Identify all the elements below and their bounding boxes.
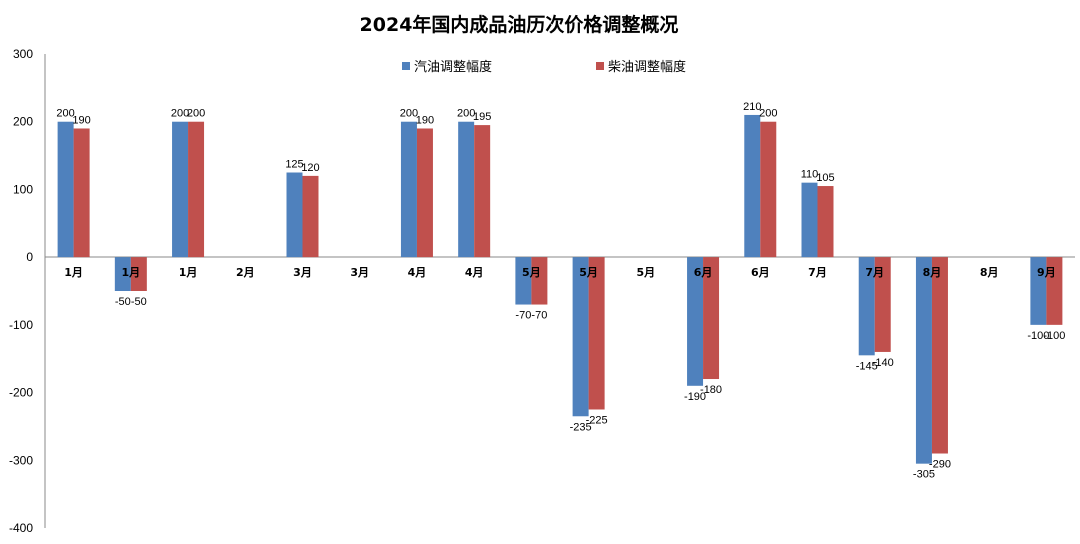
data-label-gasoline: 200 [457, 108, 475, 120]
category-label: 2月 [236, 266, 255, 279]
data-label-gasoline: 200 [171, 108, 189, 120]
data-label-diesel: 200 [759, 108, 777, 120]
category-label: 1月 [64, 266, 83, 279]
category-label: 7月 [865, 266, 884, 279]
category-labels: 1月 1月 1月 2月 3月 3月 4月 4月 5月 5月 5月 6月 6月 7月 7月 8月 8月 9月 [64, 266, 1055, 279]
data-label-gasoline: -305 [913, 469, 935, 481]
category-label: 5月 [637, 266, 656, 279]
legend-label-diesel: 柴油调整幅度 [608, 59, 686, 75]
bar-diesel [760, 121, 777, 258]
bar-gasoline [400, 121, 417, 258]
category-label: 5月 [522, 266, 541, 279]
bar-gasoline [515, 257, 532, 305]
bar-gasoline [114, 257, 131, 291]
data-label-diesel: -180 [700, 384, 722, 396]
bar-diesel [817, 186, 834, 258]
category-label: 7月 [808, 266, 827, 279]
bar-diesel [1046, 257, 1063, 325]
bar-diesel [588, 257, 605, 410]
data-label-gasoline: 200 [400, 108, 418, 120]
y-tick-label: 200 [13, 115, 33, 129]
bar-diesel [188, 121, 205, 258]
bar-gasoline [57, 121, 74, 258]
legend-label-gasoline: 汽油调整幅度 [414, 59, 492, 75]
data-label-gasoline: -50 [115, 296, 131, 308]
legend-swatch-diesel [596, 62, 604, 70]
data-label-gasoline: 200 [56, 108, 74, 120]
data-label-gasoline: -100 [1027, 330, 1049, 342]
data-label-diesel: -100 [1043, 330, 1065, 342]
y-tick-label: 0 [26, 250, 33, 264]
y-tick-label: 100 [13, 182, 33, 196]
category-label: 3月 [293, 266, 312, 279]
bars [57, 114, 1063, 464]
data-label-gasoline: 125 [285, 159, 303, 171]
category-label: 4月 [408, 266, 427, 279]
category-label: 9月 [1037, 266, 1056, 279]
bar-gasoline [572, 257, 589, 417]
data-label-diesel: -50 [131, 296, 147, 308]
data-label-diesel: 190 [416, 114, 434, 126]
y-tick-labels: 300 200 100 0 -100 -200 -300 -400 [9, 47, 33, 535]
data-label-diesel: -225 [586, 415, 608, 427]
bar-diesel [531, 257, 548, 305]
y-tick-label: -100 [9, 318, 33, 332]
data-label-gasoline: -70 [515, 310, 531, 322]
bar-diesel [874, 257, 891, 352]
bar-gasoline [744, 114, 761, 258]
bar-gasoline [458, 121, 475, 258]
bar-gasoline [687, 257, 704, 386]
category-label: 8月 [923, 266, 942, 279]
bar-gasoline [858, 257, 875, 356]
category-label: 1月 [179, 266, 198, 279]
bar-diesel [130, 257, 147, 291]
bar-diesel [73, 128, 90, 258]
data-label-diesel: 120 [301, 162, 319, 174]
legend-swatch-gasoline [402, 62, 410, 70]
data-label-gasoline: -145 [856, 360, 878, 372]
data-label-diesel: 105 [816, 172, 834, 184]
data-label-diesel: -290 [929, 459, 951, 471]
category-label: 3月 [350, 266, 369, 279]
category-label: 6月 [751, 266, 770, 279]
data-label-diesel: -70 [531, 310, 547, 322]
bar-gasoline [801, 182, 818, 258]
bar-diesel [474, 125, 491, 258]
y-tick-label: -300 [9, 453, 33, 467]
y-tick-label: -400 [9, 521, 33, 535]
bar-gasoline [286, 172, 303, 258]
category-label: 5月 [579, 266, 598, 279]
bar-diesel [416, 128, 433, 258]
bar-gasoline [172, 121, 189, 258]
bar-diesel [931, 257, 948, 454]
data-label-gasoline: -235 [570, 421, 592, 433]
data-label-gasoline: -190 [684, 391, 706, 403]
bar-diesel [302, 175, 319, 258]
data-label-diesel: 200 [187, 108, 205, 120]
legend: 汽油调整幅度 柴油调整幅度 [402, 59, 686, 75]
category-label: 1月 [122, 266, 141, 279]
category-label: 8月 [980, 266, 999, 279]
category-label: 6月 [694, 266, 713, 279]
data-label-gasoline: 210 [743, 101, 761, 113]
bar-diesel [703, 257, 720, 380]
data-label-diesel: -140 [872, 357, 894, 369]
data-label-diesel: 190 [72, 114, 90, 126]
data-label-diesel: 195 [473, 111, 491, 123]
category-label: 4月 [465, 266, 484, 279]
chart-title: 2024年国内成品油历次价格调整概况 [360, 13, 679, 36]
bar-gasoline [1030, 257, 1047, 325]
data-label-gasoline: 110 [801, 169, 819, 181]
y-tick-label: 300 [13, 47, 33, 61]
bar-gasoline [915, 257, 932, 464]
y-tick-label: -200 [9, 386, 33, 400]
